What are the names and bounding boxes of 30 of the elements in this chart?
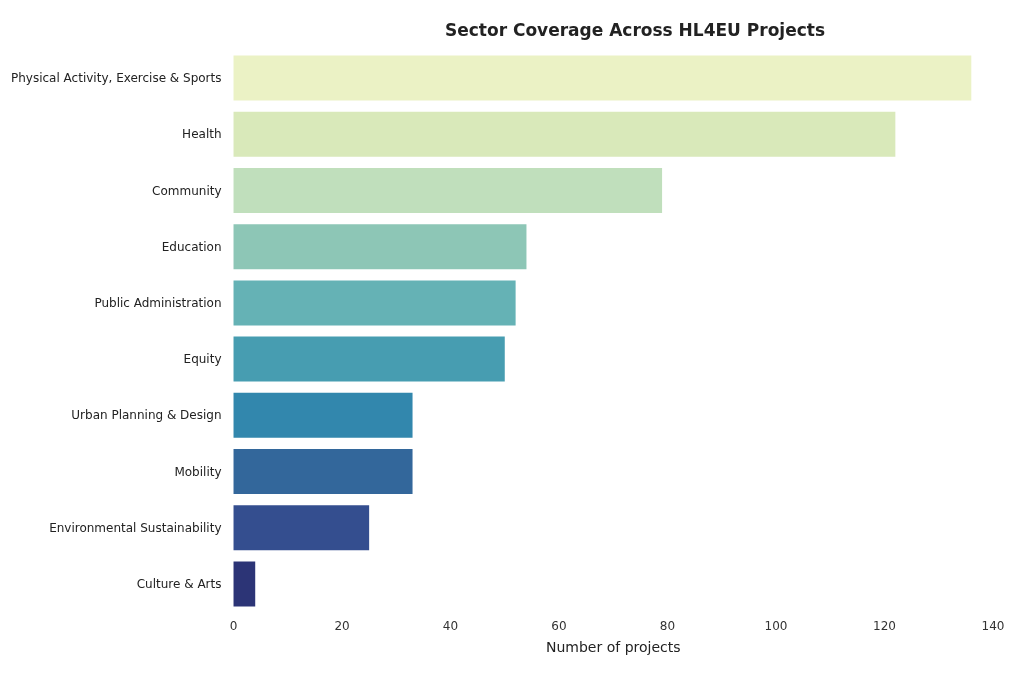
bar [233, 168, 663, 213]
bar [233, 55, 972, 101]
y-tick-label: Education [161, 239, 222, 254]
bar [233, 111, 896, 157]
y-tick-label: Mobility [174, 464, 222, 479]
y-tick-label: Culture & Arts [136, 576, 222, 591]
bar [233, 505, 370, 551]
bar [233, 449, 413, 494]
bar [233, 224, 527, 270]
x-tick-label: 100 [764, 619, 788, 633]
bar [233, 336, 505, 382]
x-tick-label: 120 [873, 619, 896, 633]
y-tick-label: Community [152, 183, 222, 198]
x-tick-label: 0 [229, 619, 238, 633]
y-tick-label: Environmental Sustainability [49, 520, 222, 535]
bar [233, 561, 256, 607]
chart-title: Sector Coverage Across HL4EU Projects [444, 19, 826, 40]
y-tick-label: Physical Activity, Exercise & Sports [10, 71, 222, 86]
x-tick-label: 20 [334, 619, 350, 633]
bar [233, 280, 516, 326]
y-tick-label: Equity [183, 352, 222, 367]
y-tick-label: Health [182, 127, 222, 142]
x-tick-label: 60 [551, 619, 567, 633]
x-tick-label: 40 [442, 619, 459, 633]
x-tick-label: 140 [981, 619, 1005, 633]
bar [233, 392, 413, 438]
y-tick-label: Public Administration [94, 295, 222, 310]
x-tick-label: 80 [659, 619, 676, 633]
x-axis-title: Number of projects [546, 639, 681, 655]
y-tick-label: Urban Planning & Design [71, 408, 222, 423]
